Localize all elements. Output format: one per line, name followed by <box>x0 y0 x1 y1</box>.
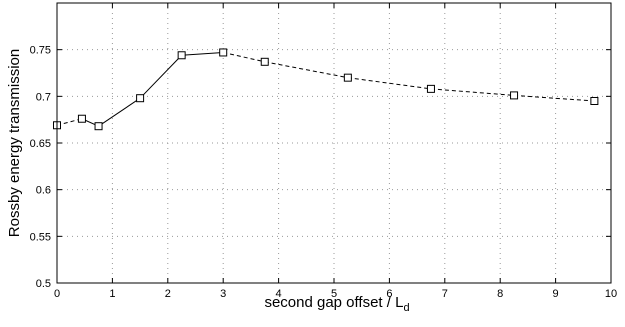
series-segment <box>264 61 348 79</box>
x-tick-label: 8 <box>497 288 503 300</box>
x-tick-label: 3 <box>220 288 226 300</box>
data-point-marker <box>510 91 519 100</box>
data-point-marker <box>177 51 186 60</box>
x-tick-label: 10 <box>605 288 617 300</box>
x-tick-labels: 0 1 2 3 4 5 6 7 8 9 10 <box>54 288 617 300</box>
grid <box>57 3 611 283</box>
x-tick-label: 1 <box>109 288 115 300</box>
y-tick-label: 0.6 <box>36 185 51 197</box>
x-axis-label-subscript: d <box>403 302 409 314</box>
series-segment <box>139 54 183 99</box>
data-point-marker <box>343 73 352 82</box>
x-tick-label: 9 <box>553 288 559 300</box>
y-tick-label: 0.7 <box>36 91 51 103</box>
y-tick-label: 0.75 <box>30 45 51 57</box>
series-segment <box>98 97 141 127</box>
x-tick-label: 2 <box>165 288 171 300</box>
data-point-marker <box>94 122 103 131</box>
y-tick-labels: 0.5 0.55 0.6 0.65 0.7 0.75 <box>30 45 51 290</box>
series-line <box>56 51 595 127</box>
data-point-marker <box>219 48 228 57</box>
x-tick-label: 6 <box>386 288 392 300</box>
series-segment <box>56 118 83 126</box>
axis-ticks <box>56 3 612 284</box>
y-tick-label: 0.5 <box>36 278 51 290</box>
x-axis-label-main: second gap offset / L <box>264 294 403 311</box>
series-segment <box>181 51 224 56</box>
y-tick-label: 0.55 <box>30 231 51 243</box>
x-tick-label: 5 <box>331 288 337 300</box>
series-segment <box>223 51 265 63</box>
y-tick-label: 0.65 <box>30 138 51 150</box>
data-point-marker <box>260 57 269 66</box>
series-segment <box>430 88 515 96</box>
x-axis-label: second gap offset / Ld <box>264 294 409 314</box>
x-tick-label: 7 <box>442 288 448 300</box>
x-tick-label: 4 <box>276 288 282 300</box>
y-axis-label: Rossby energy transmission <box>6 49 23 237</box>
data-point-marker <box>426 84 435 93</box>
data-point-marker <box>590 97 599 105</box>
data-markers <box>53 48 599 131</box>
data-point-marker <box>136 94 145 103</box>
data-point-marker <box>77 114 86 123</box>
x-tick-label: 0 <box>54 288 60 300</box>
